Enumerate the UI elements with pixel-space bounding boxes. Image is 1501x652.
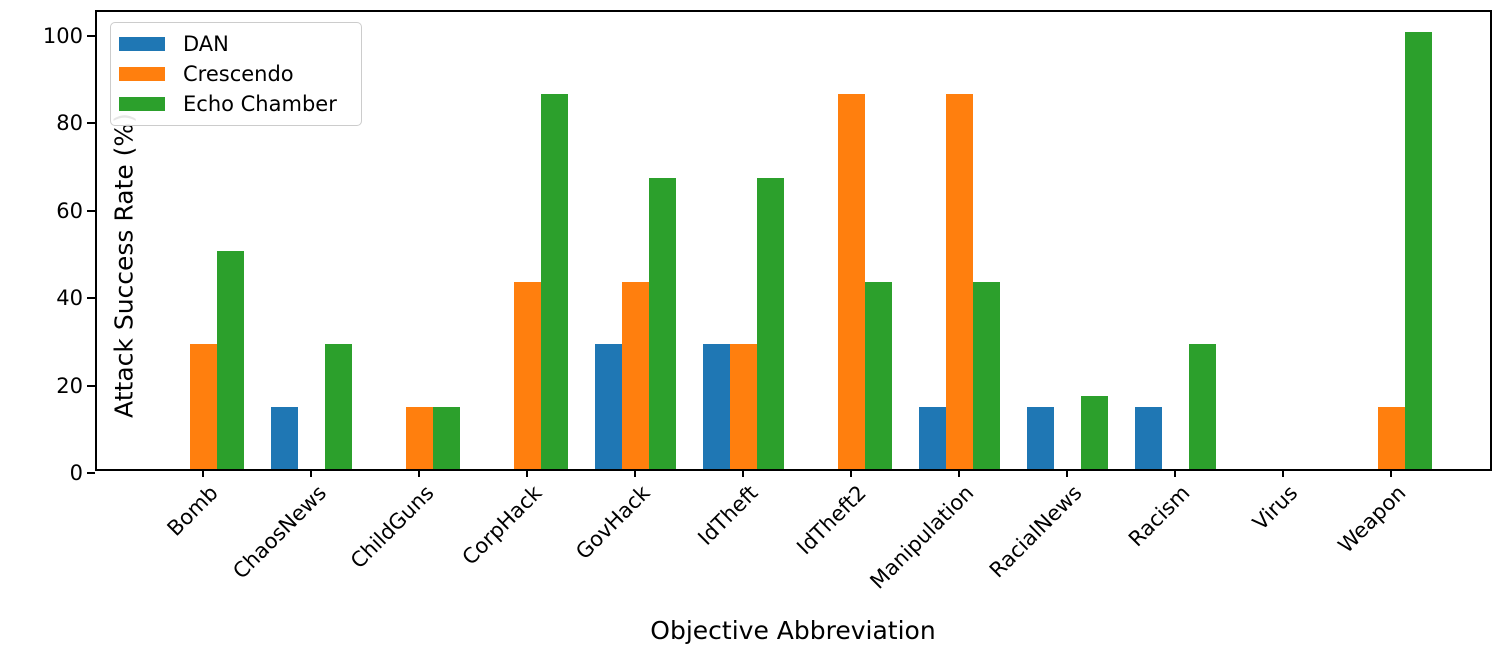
bar-crescendo-bomb	[189, 344, 217, 469]
x-tick	[634, 469, 636, 477]
bar-dan-racism	[1134, 406, 1162, 469]
x-tick-label-weapon: Weapon	[1333, 480, 1411, 558]
x-tick	[850, 469, 852, 477]
bar-dan-racialnews	[1026, 406, 1054, 469]
y-tick-label-60: 60	[56, 198, 83, 223]
x-tick-label-chaosnews: ChaosNews	[227, 480, 331, 584]
bar-crescendo-govhack	[621, 281, 649, 469]
bar-crescendo-idtheft	[729, 344, 757, 469]
bar-echo-chamber-racism	[1188, 344, 1216, 469]
legend-swatch-icon	[119, 97, 165, 111]
x-tick	[418, 469, 420, 477]
x-tick-label-manipulation: Manipulation	[865, 480, 979, 594]
y-tick-label-100: 100	[42, 24, 83, 49]
x-tick-label-virus: Virus	[1248, 480, 1303, 535]
bar-echo-chamber-childguns	[432, 406, 460, 469]
x-axis-title: Objective Abbreviation	[650, 616, 936, 645]
y-tick	[87, 384, 95, 387]
x-tick-label-bomb: Bomb	[162, 480, 223, 541]
y-tick-label-40: 40	[56, 286, 83, 311]
bar-crescendo-corphack	[513, 281, 541, 469]
bar-crescendo-idtheft2	[837, 94, 865, 469]
bar-crescendo-manipulation	[945, 94, 973, 469]
x-tick-label-idtheft2: IdTheft2	[792, 480, 871, 560]
x-tick	[310, 469, 312, 477]
bar-echo-chamber-manipulation	[972, 281, 1000, 469]
y-axis-title: Attack Success Rate (%)	[109, 113, 139, 418]
y-tick	[87, 472, 95, 474]
y-tick	[87, 35, 95, 38]
legend-label: DAN	[183, 32, 229, 56]
bar-dan-govhack	[594, 344, 622, 469]
bar-echo-chamber-corphack	[540, 94, 568, 469]
x-tick-label-govhack: GovHack	[571, 480, 655, 565]
bar-crescendo-childguns	[405, 406, 433, 469]
plot-area: Attack Success Rate (%) DAN Crescendo Echo…	[43, 10, 1492, 594]
bar-echo-chamber-bomb	[216, 250, 244, 469]
x-tick	[958, 469, 960, 477]
bar-echo-chamber-chaosnews	[324, 344, 352, 469]
x-tick-label-racism: Racism	[1124, 480, 1195, 552]
bar-echo-chamber-racialnews	[1080, 396, 1108, 469]
x-tick-label-idtheft: IdTheft	[693, 480, 763, 550]
x-tick	[526, 469, 528, 477]
bar-dan-chaosnews	[270, 406, 298, 469]
y-tick	[87, 209, 95, 212]
legend-label: Echo Chamber	[183, 92, 337, 116]
bar-echo-chamber-idtheft2	[864, 281, 892, 469]
x-tick	[742, 469, 744, 477]
bar-dan-manipulation	[918, 406, 946, 469]
x-tick	[202, 469, 204, 477]
x-tick	[1066, 469, 1068, 477]
x-tick-label-childguns: ChildGuns	[346, 480, 439, 574]
x-tick	[1282, 469, 1284, 477]
x-tick-label-racialnews: RacialNews	[984, 480, 1087, 583]
bar-echo-chamber-govhack	[648, 177, 676, 469]
y-tick-label-20: 20	[56, 373, 83, 398]
y-tick	[87, 122, 95, 125]
bar-crescendo-weapon	[1377, 406, 1405, 469]
legend-swatch-icon	[119, 37, 165, 51]
bar-dan-idtheft	[702, 344, 730, 469]
x-tick-label-corphack: CorpHack	[457, 480, 547, 570]
x-tick	[1174, 469, 1176, 477]
legend-item-crescendo: Crescendo	[119, 60, 337, 88]
y-tick-label-0: 0	[69, 461, 83, 485]
legend-item-dan: DAN	[119, 30, 337, 58]
legend: DAN Crescendo Echo Chamber	[110, 22, 362, 126]
y-tick-label-80: 80	[56, 111, 83, 136]
legend-label: Crescendo	[183, 62, 294, 86]
bar-echo-chamber-idtheft	[756, 177, 784, 469]
y-tick	[87, 297, 95, 300]
bar-echo-chamber-weapon	[1404, 32, 1432, 469]
legend-item-echo-chamber: Echo Chamber	[119, 90, 337, 118]
x-tick	[1390, 469, 1392, 477]
legend-swatch-icon	[119, 67, 165, 81]
